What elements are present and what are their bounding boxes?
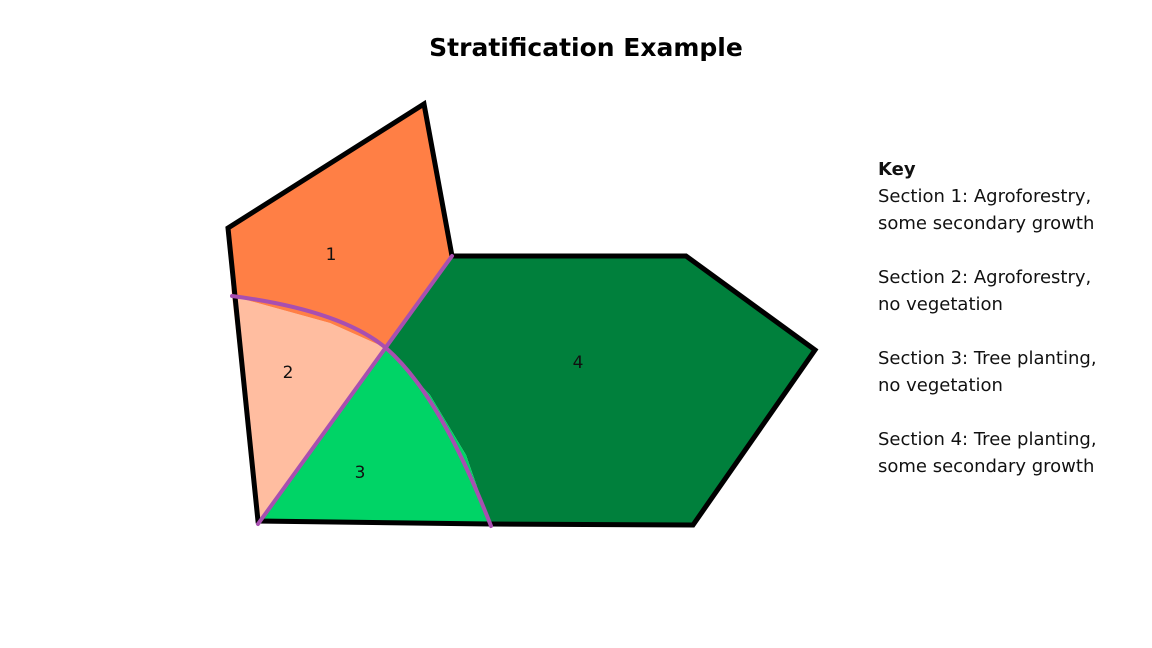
key-entry-line: Section 1: Agroforestry, [878,186,1092,207]
divider-line-curved [230,294,493,528]
key-entry-line: Section 4: Tree planting, [878,429,1097,450]
key-entry-line: Section 3: Tree planting, [878,348,1097,369]
key-entry-line: no vegetation [878,294,1003,315]
key-entry-line: some secondary growth [878,213,1095,234]
diagram-title: Stratification Example [429,33,743,62]
key-entry-line: Section 2: Agroforestry, [878,267,1092,288]
divider-line-2-3 [256,254,454,526]
section-4-label: 4 [573,353,584,373]
section-3-label: 3 [355,463,366,483]
key-entry-section-4: Section 4: Tree planting, some secondary… [878,426,1148,480]
key-entry-section-3: Section 3: Tree planting, no vegetation [878,345,1148,399]
key-entry-line: no vegetation [878,375,1003,396]
section-1-area [228,104,452,348]
section-2-area [232,296,386,521]
section-4-area [386,256,815,525]
section-3-area [258,348,490,524]
key-title: Key [878,159,916,180]
section-1-label: 1 [326,245,337,265]
section-2-label: 2 [283,363,294,383]
key-legend: Key Section 1: Agroforestry, some second… [878,156,1148,507]
key-entry-line: some secondary growth [878,456,1095,477]
key-entry-section-1: Section 1: Agroforestry, some secondary … [878,183,1148,237]
key-entry-section-2: Section 2: Agroforestry, no vegetation [878,264,1148,318]
